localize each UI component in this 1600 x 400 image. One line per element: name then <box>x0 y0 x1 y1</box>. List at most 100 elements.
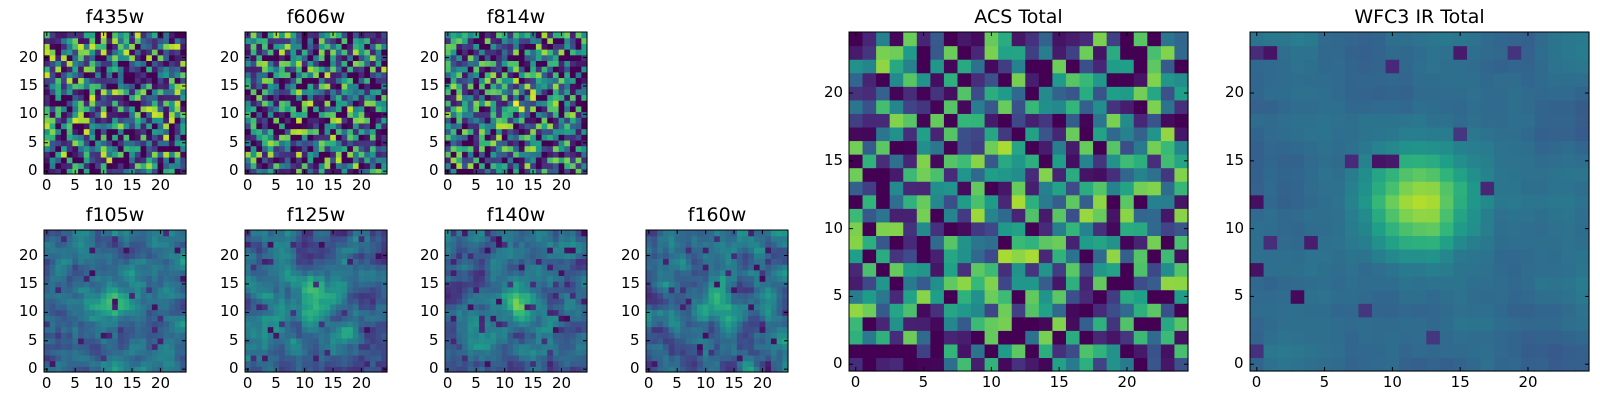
heatmap-cell <box>89 162 96 169</box>
heatmap-cell <box>335 168 343 175</box>
heatmap-cell <box>697 269 704 277</box>
heatmap-cell <box>290 43 297 50</box>
heatmap-cell <box>375 281 382 288</box>
heatmap-cell <box>518 252 526 259</box>
heatmap-cell <box>375 139 382 147</box>
heatmap-cell <box>100 37 108 44</box>
heatmap-cell <box>484 168 492 175</box>
heatmap-cell <box>250 60 257 67</box>
heatmap-cell <box>776 360 783 367</box>
heatmap-cell <box>284 43 292 50</box>
heatmap-cell <box>943 303 959 318</box>
heatmap-cell <box>535 366 543 373</box>
heatmap-cell <box>267 303 274 311</box>
heatmap-cell <box>330 77 337 84</box>
heatmap-cell <box>581 77 588 84</box>
heatmap-cell <box>123 320 130 328</box>
heatmap-cell <box>1079 248 1094 264</box>
heatmap-cell <box>134 269 142 277</box>
heatmap-cell <box>714 303 721 311</box>
heatmap-cell <box>507 168 514 175</box>
heatmap-cell <box>66 315 73 322</box>
heatmap-cell <box>44 286 51 294</box>
heatmap-cell <box>290 168 297 175</box>
heatmap-cell <box>651 332 658 339</box>
heatmap-cell <box>558 252 565 259</box>
heatmap-cell <box>89 326 96 333</box>
heatmap-cell <box>496 252 503 259</box>
heatmap-cell <box>473 315 480 322</box>
heatmap-cell <box>313 145 320 152</box>
heatmap-cell <box>524 258 531 265</box>
y-tick-label: 5 <box>28 132 38 151</box>
heatmap-cell <box>364 32 371 39</box>
heatmap-cell <box>646 264 653 271</box>
heatmap-cell <box>862 343 877 359</box>
heatmap-cell <box>89 275 96 282</box>
heatmap-cell <box>1052 221 1067 236</box>
heatmap-cell <box>256 32 263 39</box>
heatmap-cell <box>456 309 463 316</box>
heatmap-cell <box>708 258 715 265</box>
heatmap-cell <box>1147 235 1162 250</box>
heatmap-cell <box>1052 357 1067 372</box>
heatmap-cell <box>129 258 136 265</box>
heatmap-cell <box>759 309 766 316</box>
heatmap-cell <box>518 303 526 311</box>
heatmap-cell <box>95 66 102 73</box>
heatmap-cell <box>490 332 497 339</box>
x-tick-label: 0 <box>442 374 453 392</box>
heatmap-cell <box>245 320 252 328</box>
heatmap-cell <box>1120 330 1135 345</box>
heatmap-cell <box>569 43 577 50</box>
panel-title: f435w <box>85 6 145 28</box>
heatmap-cell <box>651 258 658 265</box>
heatmap-cell <box>134 241 142 248</box>
x-tick-label: 0 <box>643 374 654 392</box>
heatmap-cell <box>748 326 755 333</box>
heatmap-cell <box>569 168 577 175</box>
heatmap-cell <box>100 349 108 356</box>
heatmap-cell <box>352 235 360 242</box>
heatmap-cell <box>324 71 331 79</box>
heatmap-cell <box>95 37 102 44</box>
heatmap-cell <box>770 286 778 294</box>
heatmap-cell <box>301 360 309 367</box>
heatmap-cell <box>123 326 130 333</box>
heatmap-cell <box>262 117 269 124</box>
heatmap-cell <box>83 241 91 248</box>
heatmap-cell <box>296 37 303 44</box>
heatmap-cell <box>49 269 56 277</box>
heatmap-cell <box>862 357 877 372</box>
heatmap-cell <box>680 264 687 271</box>
heatmap-cell <box>330 66 337 73</box>
heatmap-cell <box>129 247 136 254</box>
heatmap-cell <box>146 111 153 118</box>
heatmap-cell <box>490 366 497 373</box>
heatmap-cell <box>530 71 537 79</box>
heatmap-cell <box>736 235 744 242</box>
heatmap-cell <box>501 43 509 50</box>
heatmap-cell <box>335 54 343 61</box>
heatmap-cell <box>903 181 918 196</box>
heatmap-cell <box>95 134 102 141</box>
heatmap-cell <box>358 275 365 282</box>
heatmap-cell <box>445 66 452 73</box>
heatmap-cell <box>501 326 509 333</box>
heatmap-cell <box>691 298 698 305</box>
heatmap-cell <box>697 292 704 299</box>
heatmap-cell <box>157 156 164 164</box>
heatmap-cell <box>513 286 520 294</box>
heatmap-cell <box>552 360 560 367</box>
heatmap-cell <box>250 134 257 141</box>
heatmap-cell <box>262 168 269 175</box>
heatmap-cell <box>341 326 348 333</box>
heatmap-cell <box>106 275 113 282</box>
heatmap-cell <box>569 139 577 147</box>
heatmap-cell <box>541 241 548 248</box>
heatmap-cell <box>72 247 79 254</box>
heatmap-cell <box>72 156 79 164</box>
heatmap-cell <box>714 349 721 356</box>
heatmap-cell <box>1120 181 1135 196</box>
heatmap-cell <box>279 168 286 175</box>
